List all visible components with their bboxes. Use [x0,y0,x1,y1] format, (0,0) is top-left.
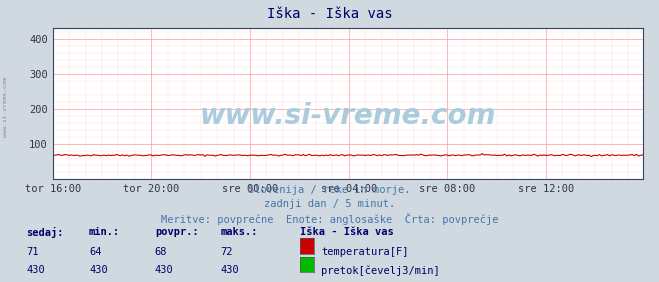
Text: pretok[čevelj3/min]: pretok[čevelj3/min] [321,265,440,276]
Text: min.:: min.: [89,227,120,237]
Text: www.si-vreme.com: www.si-vreme.com [3,77,8,137]
Text: temperatura[F]: temperatura[F] [321,247,409,257]
Text: 430: 430 [89,265,107,275]
Text: 430: 430 [155,265,173,275]
Text: 430: 430 [221,265,239,275]
Text: povpr.:: povpr.: [155,227,198,237]
Text: maks.:: maks.: [221,227,258,237]
Text: 71: 71 [26,247,39,257]
Text: Meritve: povprečne  Enote: anglosaške  Črta: povprečje: Meritve: povprečne Enote: anglosaške Črt… [161,213,498,225]
Text: 430: 430 [26,265,45,275]
Text: Iška - Iška vas: Iška - Iška vas [300,227,393,237]
Text: Iška - Iška vas: Iška - Iška vas [267,7,392,21]
Text: 68: 68 [155,247,167,257]
Text: 64: 64 [89,247,101,257]
Text: www.si-vreme.com: www.si-vreme.com [200,102,496,130]
Text: 72: 72 [221,247,233,257]
Text: Slovenija / reke in morje.: Slovenija / reke in morje. [248,185,411,195]
Text: zadnji dan / 5 minut.: zadnji dan / 5 minut. [264,199,395,209]
Text: sedaj:: sedaj: [26,227,64,238]
